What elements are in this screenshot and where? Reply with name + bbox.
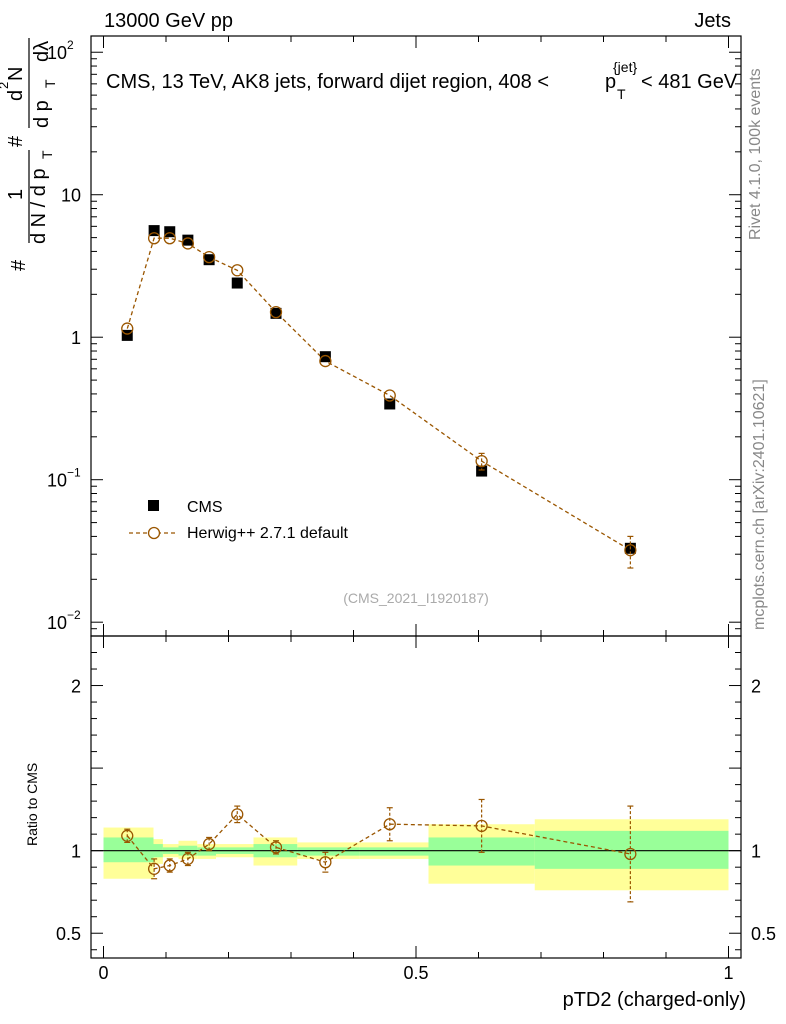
ratio-y-tick-label-right: 0.5 [751,924,776,944]
main-y-tick-exponent: 2 [67,38,74,52]
ratio-y-tick-label-right: 2 [751,677,761,697]
title-text-before: CMS, 13 TeV, AK8 jets, forward dijet reg… [106,71,549,93]
ratio-y-tick-label-left: 1 [71,842,81,862]
ratio-y-tick-label-left: 0.5 [56,924,81,944]
ylabel-hash2: # [5,135,27,147]
ylabel-num-N: N [5,67,27,81]
legend-data-label: CMS [187,499,223,516]
ylabel-num-sup: 2 [0,82,11,89]
main-panel: CMS, 13 TeV, AK8 jets, forward dijet reg… [0,35,742,637]
ylabel-dN-dpT: d N / d p [28,168,50,244]
ylabel-den-dp: d p [31,100,53,128]
ylabel-num-d: d [5,90,27,101]
x-axis-label: pTD2 (charged-only) [563,989,746,1011]
ratio-point [475,819,488,833]
main-y-tick-exponent: −2 [67,608,81,622]
data-point [164,226,176,238]
mc-point [319,354,332,368]
ratio-frame [90,635,742,959]
ratio-y-tick-label-right: 1 [751,842,761,862]
band-inner-bin [197,847,216,856]
header-left-title: 13000 GeV pp [104,10,233,32]
header-right-title: Jets [694,10,731,32]
data-point [319,351,331,363]
mc-point [269,305,283,319]
x-tick-label: 0.5 [403,963,428,983]
main-y-tick-label: 10 [47,43,67,63]
ratio-mc-dashed-line [126,813,631,870]
ratio-point [163,859,176,872]
watermark: (CMS_2021_I1920187) [343,590,489,606]
ylabel-one: 1 [5,189,27,200]
mc-point [624,544,637,557]
ratio-point [383,818,396,831]
ratio-mc-points [121,798,637,903]
mc-point [383,389,396,402]
rivet-label: Rivet 4.1.0, 100k events [747,68,764,240]
band-inner-bin [297,847,360,856]
ylabel-T2: T [42,79,58,88]
mc-point [181,237,195,250]
data-point [384,398,396,410]
main-y-tick-label: 10 [61,186,81,206]
ratio-point [624,847,637,861]
legend-mc-marker [147,526,161,540]
ratio-y-tick-label-left: 2 [71,677,81,697]
ylabel-dlambda: dλ [31,41,53,62]
ratio-point [319,856,332,869]
main-y-tick-label: 10 [47,471,67,491]
legend-data-marker [148,500,159,511]
mcplots-label: mcplots.cern.ch [arXiv:2401.10621] [751,379,768,630]
title-sup: {jet} [613,59,637,75]
main-y-tick-label: 1 [71,328,81,348]
main-axis-ticks [91,36,741,637]
ratio-axis-ticks [91,636,741,958]
mc-point [475,454,488,468]
mc-point [163,232,176,245]
mc-dashed-line [126,237,631,551]
x-tick-label: 1 [723,963,733,983]
title-text-after: < 481 GeV [641,71,738,93]
legend-mc-label: Herwig++ 2.7.1 default [187,525,349,542]
main-title: CMS, 13 TeV, AK8 jets, forward dijet reg… [106,59,738,102]
data-point [121,329,133,341]
data-point [203,254,215,266]
ratio-point [147,862,161,875]
mc-point [147,232,161,245]
ratio-point [231,808,244,821]
x-tick-labels: 0 0.5 1 [98,963,733,983]
legend: CMS Herwig++ 2.7.1 default [129,499,349,542]
main-y-tick-label: 10 [47,613,67,633]
mc-point [231,264,244,277]
mc-point [121,322,134,335]
data-point [476,465,488,477]
main-frame [90,35,742,637]
mc-points-main [121,232,637,569]
ylabel-T1: T [39,150,55,159]
ratio-y-label: Ratio to CMS [24,763,40,846]
ylabel-hash1: # [8,259,30,271]
main-y-label: # 1 d N / d p T # d 2 N d p T dλ [0,38,58,271]
ratio-point [269,841,283,854]
title-sub: T [617,86,626,102]
ratio-point [121,829,134,842]
band-inner-bin [534,830,729,869]
data-point [148,225,160,237]
ratio-point [202,837,216,851]
title-p: p [605,71,616,93]
data-point [270,307,282,319]
ratio-panel: 0.5 0.51 12 2 0 0.5 1 Ratio to CMS pTD2 (char… [24,635,776,1011]
ratio-point [181,852,195,866]
mc-point [202,250,216,264]
data-point [182,234,194,246]
x-tick-label: 0 [98,963,108,983]
band-inner-bin [359,847,429,856]
ratio-y-tick-labels: 0.5 0.5 1 1 2 2 [56,677,776,945]
data-point [231,277,243,289]
main-y-tick-exponent: −1 [67,466,81,480]
